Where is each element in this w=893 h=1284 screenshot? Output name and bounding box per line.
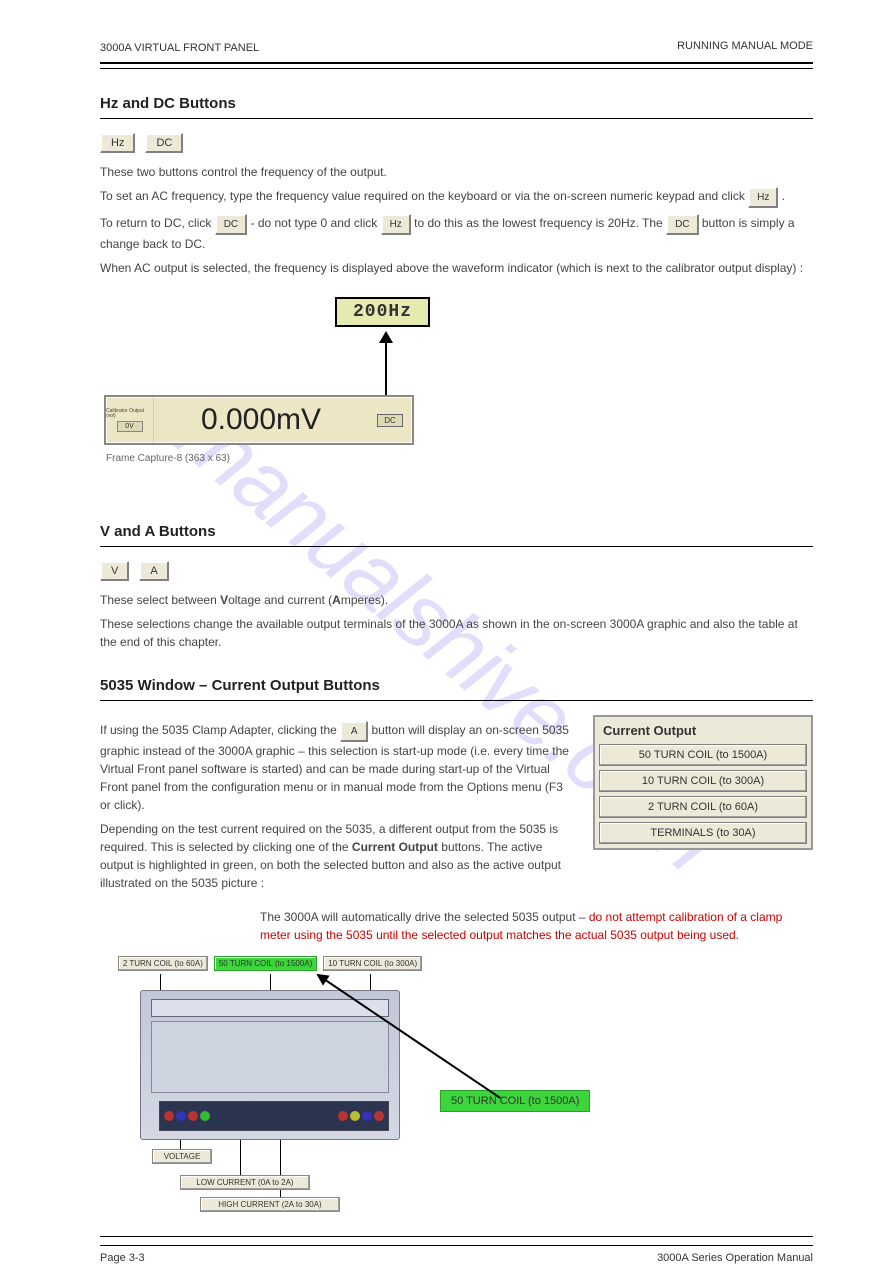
header-rule-thin [100,68,813,69]
para-warning: The 3000A will automatically drive the s… [260,908,813,944]
dc-button-inline: DC [215,214,247,235]
section-hz-dc-title: Hz and DC Buttons [100,95,813,112]
terminal-icon [362,1111,372,1121]
terminal-icon [200,1111,210,1121]
section-rule-3 [100,700,813,701]
device-top-panel [151,999,389,1017]
footer-left: Page 3-3 [100,1252,145,1264]
frag: If using the 5035 Clamp Adapter, clickin… [100,723,340,737]
frag: to do this as the lowest frequency is 20… [414,216,666,230]
freq-readout-box: 200Hz [335,297,430,327]
frag: mperes). [341,593,388,607]
terminals-button[interactable]: TERMINALS (to 30A) [599,822,807,844]
lcd-left-label: Calibrator Output (vol) [106,409,153,419]
section-5035-title: 5035 Window – Current Output Buttons [100,677,813,694]
frag: . [782,189,785,203]
device-5035-graphic: 2 TURN COIL (to 60A) 50 TURN COIL (to 15… [100,954,440,1214]
frag: - do not type 0 and click [251,216,381,230]
para-va-1: These select between Voltage and current… [100,591,813,609]
para-5035-1: If using the 5035 Clamp Adapter, clickin… [100,721,573,814]
frequency-diagram: 200Hz Calibrator Output (vol) 0V 0.000mV… [100,287,540,497]
footer-rule-thin [100,1236,813,1237]
para-va-2: These selections change the available ou… [100,615,813,651]
lcd-main-readout: 0.000mV [154,403,368,437]
header-rule-thick [100,62,813,64]
para-hz-intro: These two buttons control the frequency … [100,163,813,181]
device-body [140,990,400,1140]
page-footer: Page 3-3 3000A Series Operation Manual [100,1246,813,1264]
device-wedge [151,1021,389,1093]
frame-caption: Frame Capture-8 (363 x 63) [106,453,230,464]
terminal-icon [374,1111,384,1121]
frag: To return to DC, click [100,216,215,230]
terminal-icon [338,1111,348,1121]
lcd-zero-v-button: 0V [117,421,143,432]
terminal-icon [350,1111,360,1121]
arrow-line [385,339,387,395]
section-rule [100,118,813,119]
frag: and click [698,189,748,203]
device-diagram-wrap: 2 TURN COIL (to 60A) 50 TURN COIL (to 15… [100,954,740,1234]
para-5035-2: Depending on the test current required o… [100,820,573,892]
v-a-button-row: V A [100,561,813,581]
header-left: 3000A VIRTUAL FRONT PANEL [100,42,259,54]
section-rule-2 [100,546,813,547]
callout-10turn: 10 TURN COIL (to 300A) [323,956,422,971]
lcd-right-group: DC [368,397,412,443]
hz-button-inline: Hz [748,187,778,208]
coil-10-button[interactable]: 10 TURN COIL (to 300A) [599,770,807,792]
callout-50turn-active: 50 TURN COIL (to 1500A) [214,956,317,971]
coil-2-button[interactable]: 2 TURN COIL (to 60A) [599,796,807,818]
para-set-ac: To set an AC frequency, type the frequen… [100,187,813,208]
terminal-icon [164,1111,174,1121]
dc-button-illustration: DC [145,133,183,153]
frag: The 3000A will automatically drive the s… [260,910,589,924]
terminal-icon [188,1111,198,1121]
current-output-title: Current Output [599,721,807,740]
callout-2turn: 2 TURN COIL (to 60A) [118,956,208,971]
calibrator-lcd-panel: Calibrator Output (vol) 0V 0.000mV DC [104,395,414,445]
active-output-button-large[interactable]: 50 TURN COIL (to 1500A) [440,1090,590,1112]
dc-button-inline-2: DC [666,214,698,235]
frag: To set an AC frequency, type the frequen… [100,189,501,203]
device-front-panel [159,1101,389,1131]
coil-50-button[interactable]: 50 TURN COIL (to 1500A) [599,744,807,766]
header-right: RUNNING MANUAL MODE [677,40,813,52]
label-voltage: VOLTAGE [152,1149,212,1164]
frag: oltage and current ( [228,593,332,607]
current-output-panel: Current Output 50 TURN COIL (to 1500A) 1… [593,715,813,850]
hz-dc-button-row: Hz DC [100,133,813,153]
section3-row1: If using the 5035 Clamp Adapter, clickin… [100,715,813,898]
hz-button-illustration: Hz [100,133,135,153]
a-button-illustration: A [139,561,168,581]
page-header: 3000A VIRTUAL FRONT PANEL RUNNING MANUAL… [100,40,813,69]
para-return-dc: To return to DC, click DC - do not type … [100,214,813,253]
v-button-illustration: V [100,561,129,581]
lcd-dc-indicator: DC [377,414,403,427]
frag: These select between [100,593,220,607]
lcd-left-group: Calibrator Output (vol) 0V [106,397,154,443]
a-button-inline: A [340,721,368,742]
label-low-current: LOW CURRENT (0A to 2A) [180,1175,310,1190]
terminal-icon [176,1111,186,1121]
label-high-current: HIGH CURRENT (2A to 30A) [200,1197,340,1212]
frag: or via the on-screen numeric keypad [501,189,698,203]
footer-right: 3000A Series Operation Manual [657,1252,813,1264]
para-ac-display: When AC output is selected, the frequenc… [100,259,813,277]
hz-button-inline-2: Hz [381,214,411,235]
device-callout-row: 2 TURN COIL (to 60A) 50 TURN COIL (to 15… [110,956,430,971]
section-v-a-title: V and A Buttons [100,523,813,540]
